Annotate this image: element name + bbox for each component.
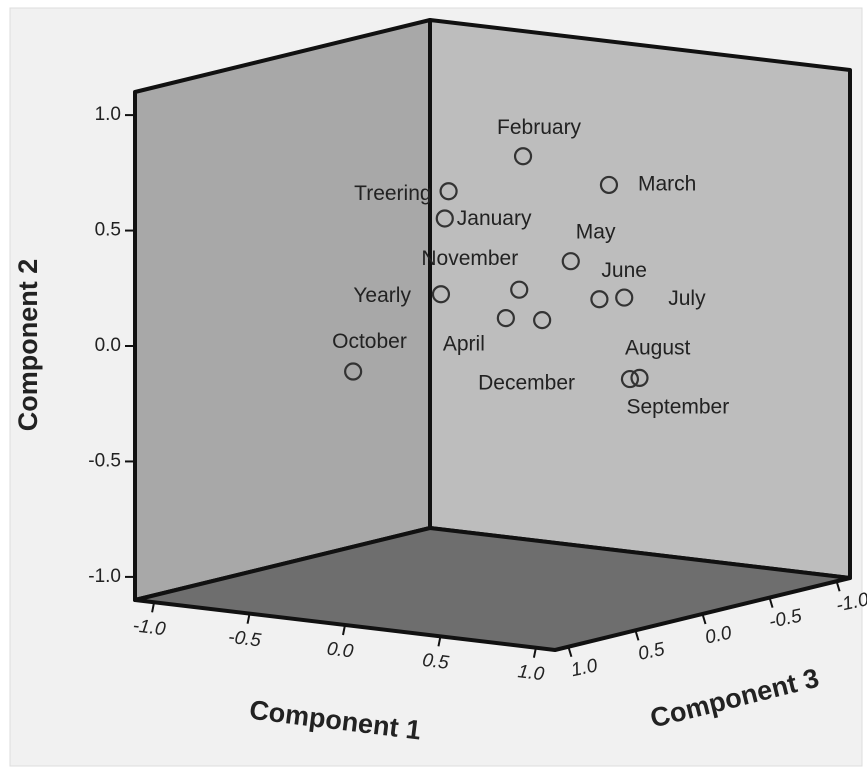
left-wall xyxy=(133,18,432,602)
y-tick-label: -1.0 xyxy=(88,566,121,587)
point-label: November xyxy=(421,247,518,270)
point xyxy=(561,252,580,271)
point-label: July xyxy=(668,287,706,310)
point xyxy=(620,369,640,389)
point xyxy=(496,309,515,328)
box xyxy=(133,18,852,652)
point xyxy=(439,182,458,201)
point xyxy=(630,368,649,387)
z-tick xyxy=(701,613,707,625)
z-tick xyxy=(567,646,573,658)
back-wall xyxy=(428,18,852,580)
x-tick xyxy=(151,602,156,613)
z-tick xyxy=(835,580,841,592)
x-tick-label: 0.0 xyxy=(326,638,355,662)
point xyxy=(344,362,363,381)
point-label: June xyxy=(601,259,647,282)
point xyxy=(510,280,529,299)
point-label: February xyxy=(497,116,582,139)
point xyxy=(599,175,619,195)
point-label: October xyxy=(332,330,407,353)
y-tick-label: 0.0 xyxy=(95,335,121,356)
z-tick xyxy=(634,630,640,641)
x-tick xyxy=(342,624,346,636)
y-tick-label: 1.0 xyxy=(95,104,121,125)
point-label: April xyxy=(443,333,485,356)
point-label: Treering xyxy=(354,182,431,205)
x-tick-label: -0.5 xyxy=(227,627,262,652)
z-tick xyxy=(768,597,774,608)
point-label: January xyxy=(457,207,532,230)
point-label: August xyxy=(625,337,691,360)
y-tick-label: -0.5 xyxy=(88,450,121,471)
x-tick xyxy=(532,647,537,658)
point-label: May xyxy=(576,221,616,244)
point xyxy=(435,209,454,228)
x-tick xyxy=(246,613,251,624)
x-tick-label: 1.0 xyxy=(517,661,546,685)
point xyxy=(431,285,451,304)
y-axis-title: Component 2 xyxy=(13,259,43,432)
point-label: September xyxy=(627,395,730,418)
point-label: December xyxy=(478,372,575,395)
y-tick-label: 0.5 xyxy=(95,220,121,241)
x-tick xyxy=(437,636,442,647)
x-tick-label: 0.5 xyxy=(421,650,450,674)
point xyxy=(533,311,552,330)
point xyxy=(590,290,609,309)
point-label: Yearly xyxy=(353,284,411,307)
point-label: March xyxy=(638,172,696,195)
point xyxy=(513,147,533,166)
x-tick-label: -1.0 xyxy=(132,615,167,640)
point xyxy=(615,288,634,307)
floor xyxy=(133,526,852,652)
